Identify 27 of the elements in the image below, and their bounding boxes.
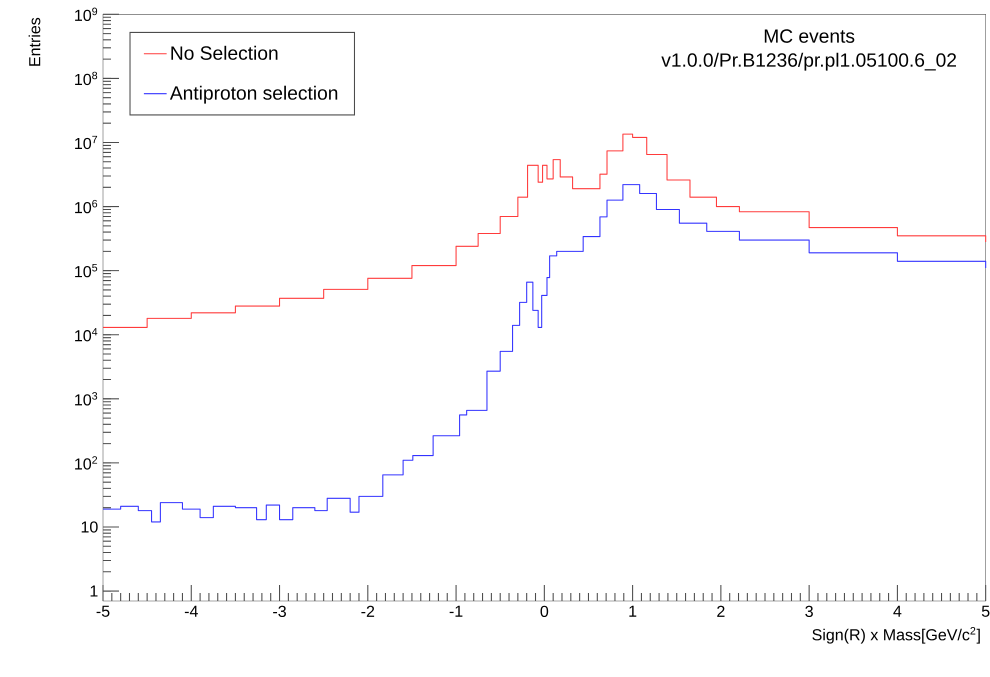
x-tick-label: 0 (540, 606, 548, 618)
x-tick-label: 1 (629, 606, 636, 617)
y-tick-label: 10$^{6}$ (75, 200, 98, 214)
y-tick-label: 10$^{5}$ (75, 264, 98, 278)
y-tick-label: 10$^{2}$ (75, 456, 98, 470)
annotation: MC events (764, 29, 854, 43)
y-tick-label: 10$^{3}$ (75, 392, 98, 406)
y-tick-label: 10 (82, 521, 98, 533)
x-tick-label: 2 (717, 606, 725, 617)
y-tick-label: 10$^{9}$ (75, 8, 98, 22)
y-tick-label: 10$^{4}$ (75, 328, 98, 342)
x-tick-label: 4 (893, 606, 902, 617)
y-axis-title: Entries (28, 18, 40, 66)
x-tick-label: 3 (805, 606, 813, 618)
y-tick-label: 1 (90, 586, 98, 597)
x-axis-title: Sign(R) x Mass[GeV/c$^{2}$] (812, 627, 980, 644)
x-tick-label: -2 (361, 606, 374, 617)
x-tick-label: -5 (96, 606, 110, 617)
legend-label: Antiproton selection (170, 86, 338, 104)
x-tick-label: 5 (982, 606, 990, 617)
y-tick-label: 10$^{7}$ (75, 136, 98, 150)
annotation: v1.0.0/Pr.B1236/pr.pl1.05100.6_02 (661, 52, 956, 71)
y-tick-label: 10$^{8}$ (75, 72, 98, 86)
x-tick-label: -1 (450, 606, 462, 617)
x-tick-label: -3 (273, 606, 286, 618)
x-tick-label: -4 (184, 606, 198, 617)
legend-label: No Selection (171, 46, 278, 60)
